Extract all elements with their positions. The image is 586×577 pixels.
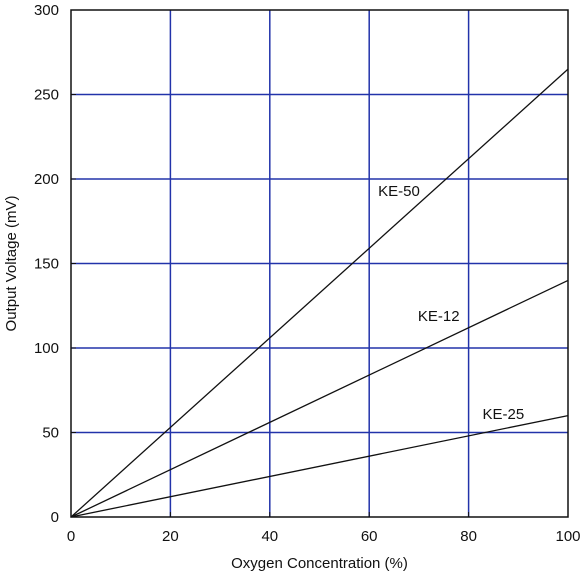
y-tick-label: 300	[34, 2, 59, 19]
series-label-ke-50: KE-50	[378, 183, 420, 200]
y-tick-label: 100	[34, 340, 59, 357]
x-tick-label: 60	[361, 528, 378, 545]
x-axis-title: Oxygen Concentration (%)	[231, 555, 408, 572]
series-line-ke-25	[70, 414, 569, 518]
x-tick-label: 80	[460, 528, 477, 545]
y-axis-title: Output Voltage (mV)	[3, 196, 20, 332]
series-label-ke-25: KE-25	[483, 406, 525, 423]
y-tick-label: 150	[34, 256, 59, 273]
y-tick-label: 250	[34, 87, 59, 104]
series-lines	[70, 68, 569, 518]
x-tick-label: 40	[261, 528, 278, 545]
axis-ticks: 0 20 40 60 80 100 0 50 100 150 200 250 300	[34, 2, 581, 545]
x-tick-label: 20	[162, 528, 179, 545]
y-tick-label: 50	[42, 425, 59, 442]
y-tick-label: 0	[51, 509, 59, 526]
x-tick-label: 100	[555, 528, 580, 545]
series-line-ke-50	[70, 68, 569, 518]
grid-lines	[71, 10, 568, 517]
series-label-ke-12: KE-12	[418, 308, 460, 325]
y-tick-label: 200	[34, 171, 59, 188]
x-tick-label: 0	[67, 528, 75, 545]
series-labels: KE-50 KE-12 KE-25	[378, 183, 524, 423]
series-line-ke-12	[70, 279, 569, 518]
